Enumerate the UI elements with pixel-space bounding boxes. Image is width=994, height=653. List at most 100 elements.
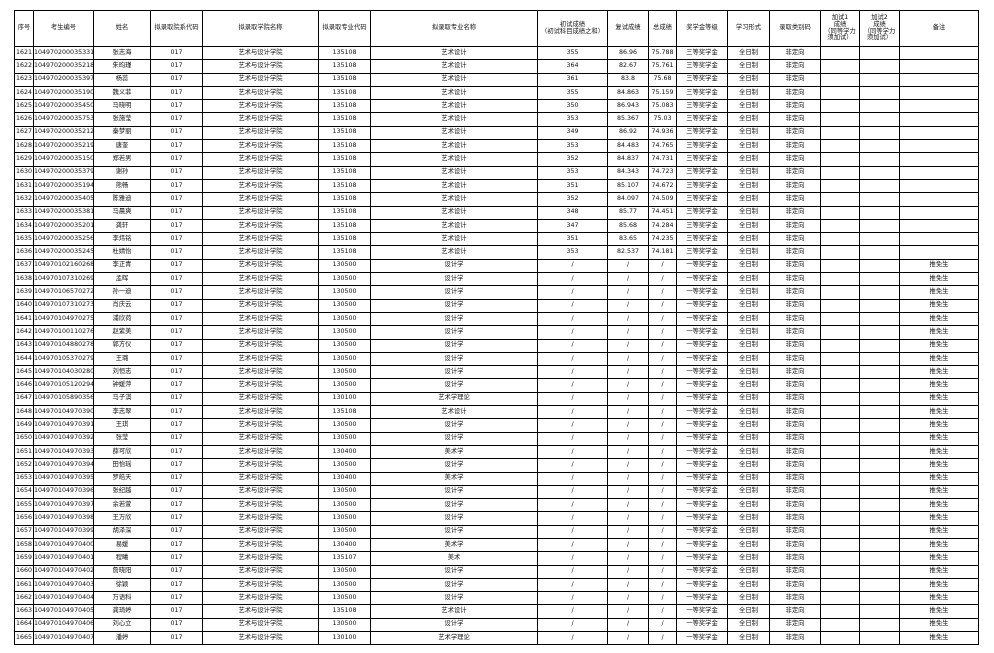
col-extra-test-2 xyxy=(859,431,900,446)
col-study-mode: 全日制 xyxy=(727,99,770,114)
col-college: 艺术与设计学院 xyxy=(202,577,319,593)
col-study-mode: 全日制 xyxy=(727,112,770,127)
col-name: 张志海 xyxy=(93,45,151,61)
col-category: 非定向 xyxy=(769,218,821,234)
col-study-mode: 全日制 xyxy=(727,617,770,633)
col-study-mode: 全日制 xyxy=(727,245,770,260)
col-candidate-id: 104970105370279 xyxy=(33,351,94,367)
col-prelim-score: / xyxy=(537,285,608,300)
header-scholarship: 奖学金等级 xyxy=(676,10,728,47)
header-major: 拟录取专业名称 xyxy=(370,10,538,47)
header-dept-code: 拟录取院系代码 xyxy=(150,10,203,47)
table-row: 1632 104970200035405 陈雅迪 017 艺术与设计学院 135108 艺术… xyxy=(14,192,979,207)
col-scholarship: 一等奖学金 xyxy=(676,418,728,433)
col-prelim-score: / xyxy=(537,537,608,553)
col-total-score: 74.284 xyxy=(648,218,677,234)
table-body: 1621 104970200035331 张志海 017 艺术与设计学院 135108 艺术… xyxy=(14,45,979,646)
col-scholarship: 三等奖学金 xyxy=(676,178,728,194)
col-prelim-score: / xyxy=(537,617,608,633)
col-college: 艺术与设计学院 xyxy=(202,311,319,327)
col-prelim-score: 353 xyxy=(537,139,608,154)
col-dept-code: 017 xyxy=(150,511,203,526)
col-extra-test-1 xyxy=(820,272,860,287)
col-index: 1625 xyxy=(14,99,34,114)
col-scholarship: 一等奖学金 xyxy=(676,471,728,486)
col-college: 艺术与设计学院 xyxy=(202,498,319,513)
col-college: 艺术与设计学院 xyxy=(202,378,319,393)
col-name: 魏义菲 xyxy=(93,85,151,101)
col-category: 非定向 xyxy=(769,85,821,101)
col-candidate-id: 104970200035194 xyxy=(33,178,94,194)
col-scholarship: 三等奖学金 xyxy=(676,205,728,220)
col-name: 杜婧怡 xyxy=(93,245,151,260)
col-name: 薛可欣 xyxy=(93,444,151,460)
col-category: 非定向 xyxy=(769,325,821,340)
col-category: 非定向 xyxy=(769,192,821,207)
col-extra-test-1 xyxy=(820,72,860,87)
col-remark xyxy=(899,218,979,234)
col-prelim-score: / xyxy=(537,591,608,606)
col-major-code: 130500 xyxy=(318,351,371,367)
col-retest-score: / xyxy=(607,511,649,526)
col-extra-test-1 xyxy=(820,405,860,420)
col-college: 艺术与设计学院 xyxy=(202,551,319,566)
col-category: 非定向 xyxy=(769,511,821,526)
col-scholarship: 一等奖学金 xyxy=(676,338,728,353)
col-major-code: 130500 xyxy=(318,365,371,380)
col-remark xyxy=(899,139,979,154)
col-category: 非定向 xyxy=(769,165,821,180)
col-extra-test-1 xyxy=(820,524,860,539)
col-prelim-score: / xyxy=(537,378,608,393)
col-scholarship: 一等奖学金 xyxy=(676,285,728,300)
col-index: 1650 xyxy=(14,431,34,446)
col-remark: 推免生 xyxy=(899,285,979,300)
col-category: 非定向 xyxy=(769,444,821,460)
col-extra-test-1 xyxy=(820,564,860,579)
col-major: 艺术设计 xyxy=(370,99,538,114)
col-retest-score: 85.68 xyxy=(607,218,649,234)
col-extra-test-1 xyxy=(820,498,860,513)
table-row: 1639 104970106570272 孙一迪 017 艺术与设计学院 130500 设计… xyxy=(14,285,979,300)
col-dept-code: 017 xyxy=(150,431,203,446)
col-scholarship: 一等奖学金 xyxy=(676,272,728,287)
col-major: 艺术设计 xyxy=(370,59,538,74)
col-index: 1646 xyxy=(14,378,34,393)
col-index: 1645 xyxy=(14,365,34,380)
col-extra-test-2 xyxy=(859,112,900,127)
col-index: 1621 xyxy=(14,45,34,61)
col-major-code: 135108 xyxy=(318,192,371,207)
col-retest-score: / xyxy=(607,431,649,446)
col-extra-test-1 xyxy=(820,192,860,207)
table-row: 1642 104970100110276 赵紫美 017 艺术与设计学院 130500 设计… xyxy=(14,325,979,340)
col-remark: 推免生 xyxy=(899,617,979,633)
table-row: 1630 104970200035379 谢孙 017 艺术与设计学院 135108 艺术设… xyxy=(14,165,979,180)
col-scholarship: 一等奖学金 xyxy=(676,258,728,274)
col-scholarship: 三等奖学金 xyxy=(676,112,728,127)
col-total-score: 75.788 xyxy=(648,45,677,61)
col-name: 刘心立 xyxy=(93,617,151,633)
col-dept-code: 017 xyxy=(150,232,203,247)
col-candidate-id: 104970200035450 xyxy=(33,99,94,114)
col-remark: 推免生 xyxy=(899,498,979,513)
col-index: 1654 xyxy=(14,484,34,500)
col-total-score: / xyxy=(648,338,677,353)
col-index: 1664 xyxy=(14,617,34,633)
col-dept-code: 017 xyxy=(150,59,203,74)
col-candidate-id: 104970104970402 xyxy=(33,564,94,579)
col-prelim-score: / xyxy=(537,631,608,646)
col-name: 孙一迪 xyxy=(93,285,151,300)
col-category: 非定向 xyxy=(769,139,821,154)
col-total-score: / xyxy=(648,325,677,340)
col-major-code: 130500 xyxy=(318,484,371,500)
col-category: 非定向 xyxy=(769,378,821,393)
col-college: 艺术与设计学院 xyxy=(202,617,319,633)
col-major-code: 130500 xyxy=(318,564,371,579)
col-major: 设计学 xyxy=(370,617,538,633)
col-college: 艺术与设计学院 xyxy=(202,471,319,486)
col-extra-test-2 xyxy=(859,405,900,420)
col-dept-code: 017 xyxy=(150,298,203,313)
col-college: 艺术与设计学院 xyxy=(202,72,319,87)
col-retest-score: 84.343 xyxy=(607,165,649,180)
col-extra-test-2 xyxy=(859,178,900,194)
col-candidate-id: 104970200035218 xyxy=(33,59,94,74)
